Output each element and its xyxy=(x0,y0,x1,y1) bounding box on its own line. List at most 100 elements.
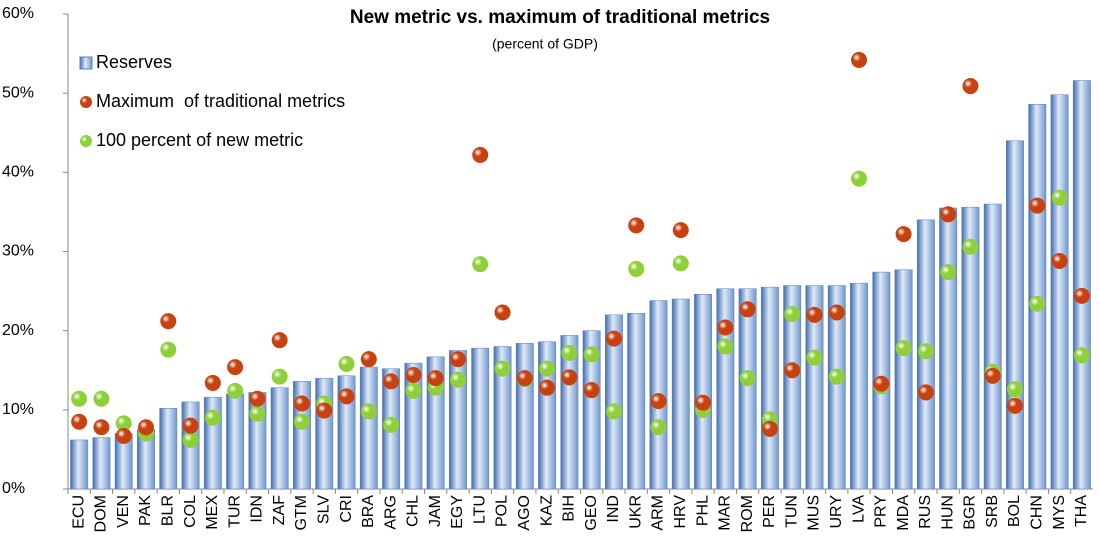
dot xyxy=(383,373,400,390)
dot xyxy=(583,346,600,363)
dot xyxy=(93,390,110,407)
dot xyxy=(1029,295,1046,312)
x-tick-label: LTU xyxy=(471,495,488,524)
dot xyxy=(449,371,466,388)
bar xyxy=(70,439,89,490)
x-tick-label: URY xyxy=(828,495,845,529)
dot xyxy=(650,393,667,410)
x-tick-label: TUN xyxy=(783,495,800,528)
x-tick-label: TUR xyxy=(226,495,243,528)
y-tick-label: 10% xyxy=(2,401,34,418)
dot xyxy=(717,338,734,355)
dot xyxy=(293,413,310,430)
x-tick-label: ARM xyxy=(650,495,667,531)
dot xyxy=(650,419,667,436)
dot xyxy=(316,402,333,419)
x-tick-label: POL xyxy=(494,495,511,527)
dot xyxy=(494,360,511,377)
dot xyxy=(137,419,154,436)
bar xyxy=(604,314,623,490)
x-tick-label: EGY xyxy=(449,495,466,529)
dot xyxy=(917,384,934,401)
x-tick-label: VEN xyxy=(115,495,132,528)
dot xyxy=(605,403,622,420)
x-tick-label: THA xyxy=(1073,495,1090,527)
dot xyxy=(873,375,890,392)
dot xyxy=(672,222,689,239)
y-tick-label: 60% xyxy=(2,5,34,22)
y-tick-label: 0% xyxy=(2,480,25,497)
dot xyxy=(695,394,712,411)
x-tick-label: IDN xyxy=(249,495,266,523)
chart-title: New metric vs. maximum of traditional me… xyxy=(350,7,770,28)
dot xyxy=(293,395,310,412)
dot xyxy=(851,170,868,187)
dot xyxy=(405,382,422,399)
dot xyxy=(449,351,466,368)
dot xyxy=(249,405,266,422)
legend-swatch xyxy=(79,56,93,70)
dot xyxy=(360,351,377,368)
dot xyxy=(115,415,132,432)
bar xyxy=(337,375,356,490)
legend-swatch xyxy=(80,135,92,147)
bar xyxy=(939,207,958,490)
dot xyxy=(828,368,845,385)
chart-subtitle: (percent of GDP) xyxy=(492,36,598,52)
dot xyxy=(1073,347,1090,364)
bar xyxy=(1006,140,1024,490)
dot xyxy=(984,367,1001,384)
x-tick-label: CRI xyxy=(338,495,355,523)
dot xyxy=(516,370,533,387)
x-tick-label: MYS xyxy=(1051,495,1068,530)
x-tick-label: PHL xyxy=(694,495,711,526)
bar xyxy=(716,288,735,490)
bar xyxy=(694,294,712,490)
x-tick-label: PER xyxy=(761,495,778,528)
dot xyxy=(472,256,489,273)
x-tick-label: MAR xyxy=(717,495,734,531)
dot xyxy=(427,370,444,387)
x-tick-label: ZAF xyxy=(271,495,288,525)
x-tick-label: HRV xyxy=(672,495,689,529)
x-tick-label: MDA xyxy=(895,495,912,531)
bar xyxy=(449,350,467,490)
dot xyxy=(605,330,622,347)
bar xyxy=(850,282,868,490)
dot xyxy=(672,255,689,272)
x-tick-label: LVA xyxy=(850,495,867,523)
x-tick-label: SRB xyxy=(984,495,1001,528)
x-tick-label: ECU xyxy=(70,495,87,529)
bar xyxy=(827,285,846,490)
legend-label: Reserves xyxy=(96,52,172,72)
dot xyxy=(940,206,957,223)
bar xyxy=(961,206,980,490)
dot xyxy=(383,416,400,433)
bar xyxy=(627,313,646,490)
dot xyxy=(494,304,511,321)
x-tick-label: GEO xyxy=(583,495,600,531)
dot xyxy=(806,349,823,366)
bar xyxy=(515,343,534,490)
x-tick-label: MUS xyxy=(806,495,823,531)
bar xyxy=(270,387,289,490)
dot xyxy=(806,306,823,323)
dot xyxy=(561,344,578,361)
dot xyxy=(784,306,801,323)
bar xyxy=(315,377,334,490)
dot xyxy=(405,367,422,383)
dot xyxy=(360,403,377,420)
x-tick-label: BLR xyxy=(159,495,176,526)
bar xyxy=(1050,94,1069,490)
dot xyxy=(271,332,288,349)
x-tick-label: BGR xyxy=(962,495,979,530)
dot xyxy=(1073,287,1090,304)
dot xyxy=(895,340,912,357)
dot xyxy=(71,413,88,430)
y-tick-label: 40% xyxy=(2,164,34,181)
dot xyxy=(851,51,868,68)
dot xyxy=(182,431,199,448)
x-tick-label: CHN xyxy=(1029,495,1046,530)
dot xyxy=(539,379,556,396)
dot xyxy=(917,343,934,360)
